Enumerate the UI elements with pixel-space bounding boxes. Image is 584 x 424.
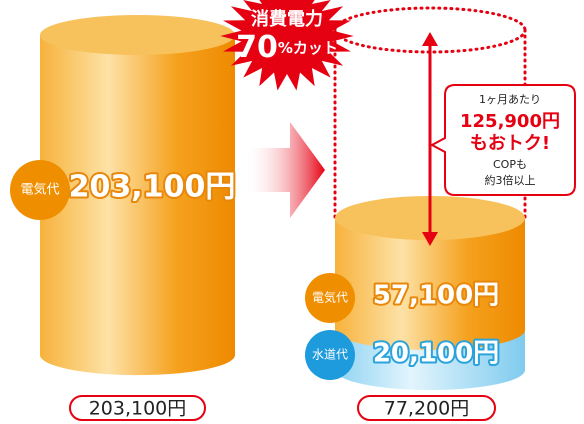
- burst-number: 70: [236, 30, 278, 65]
- callout-line4: 約3倍以上: [485, 173, 536, 187]
- before-label: 電気代: [20, 182, 59, 198]
- callout-line1: 1ヶ月あたり: [479, 93, 541, 106]
- electricity-amount: 57,100円: [373, 281, 499, 311]
- after-total: 77,200円: [384, 398, 469, 420]
- burst-line1: 消費電力: [251, 8, 323, 30]
- callout-line3: COPも: [493, 158, 527, 171]
- infographic: 電気代 203,100円 電気代 57,100円 水道代 20,100円 203…: [0, 0, 584, 424]
- callout-savings: 125,900円: [460, 111, 560, 132]
- before-total: 203,100円: [89, 398, 187, 420]
- burst-suffix: %カット: [278, 39, 338, 57]
- electricity-label: 電気代: [312, 290, 348, 305]
- water-label: 水道代: [312, 348, 348, 362]
- before-amount: 203,100円: [69, 170, 236, 205]
- arrow: [245, 122, 325, 218]
- callout-line2: もおトク!: [470, 133, 550, 154]
- water-amount: 20,100円: [373, 339, 499, 369]
